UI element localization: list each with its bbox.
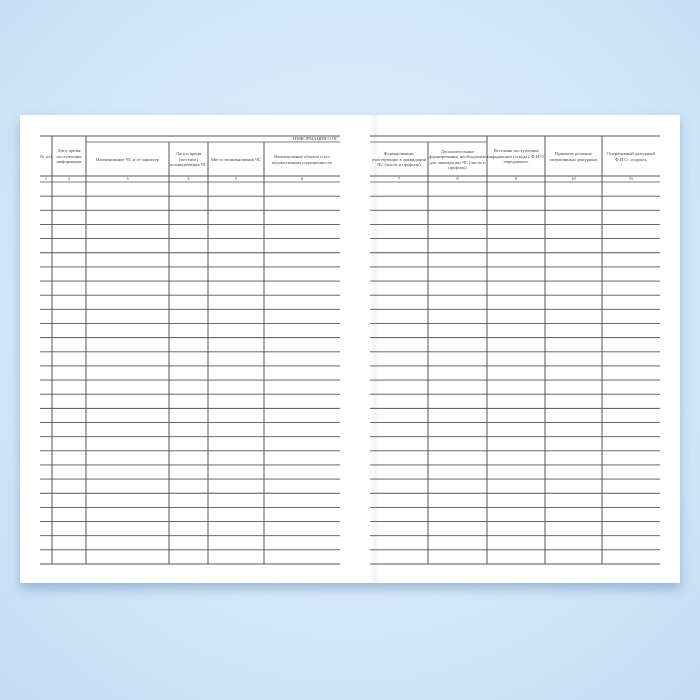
column-number-2: 2 <box>67 176 71 181</box>
column-header-7: Формирования, участвующие в ликвидации Ч… <box>371 151 427 168</box>
column-header-5: Место возникновения ЧС <box>210 156 262 162</box>
column-header-6: Наименование объекта и его ведомственная… <box>272 154 332 165</box>
column-header-3: Наименование ЧС и ее характер <box>96 156 159 162</box>
column-number-4: 4 <box>187 176 190 181</box>
group-header: ИНФОРМАЦИЯ О ЧС <box>293 136 338 142</box>
column-header-10: Принятое решение оперативным дежурным <box>549 151 598 162</box>
column-header-4: Дата и время (местное) возникновения ЧС <box>170 151 207 168</box>
column-header-8: Дополнительные формирования, необходимые… <box>428 148 486 170</box>
column-number-3: 3 <box>126 176 129 181</box>
column-number-8: 8 <box>456 176 459 181</box>
column-number-1: 1 <box>44 176 48 181</box>
column-header-11: Оперативный дежурный Ф.И.О., подпись <box>607 151 655 162</box>
column-number-6: 6 <box>300 176 304 181</box>
column-number-5: 5 <box>234 176 238 181</box>
journal-spread <box>20 115 680 583</box>
page-fold <box>370 115 380 583</box>
column-number-10: 10 <box>571 176 576 181</box>
column-number-7: 7 <box>397 176 401 181</box>
column-number-9: 9 <box>514 176 518 181</box>
column-header-2: Дата, время поступления информации <box>56 148 82 165</box>
column-header-1: № п/п <box>40 153 52 159</box>
column-header-9: Источник поступления информации (откуда)… <box>487 148 545 165</box>
column-number-11: 11 <box>628 176 634 181</box>
